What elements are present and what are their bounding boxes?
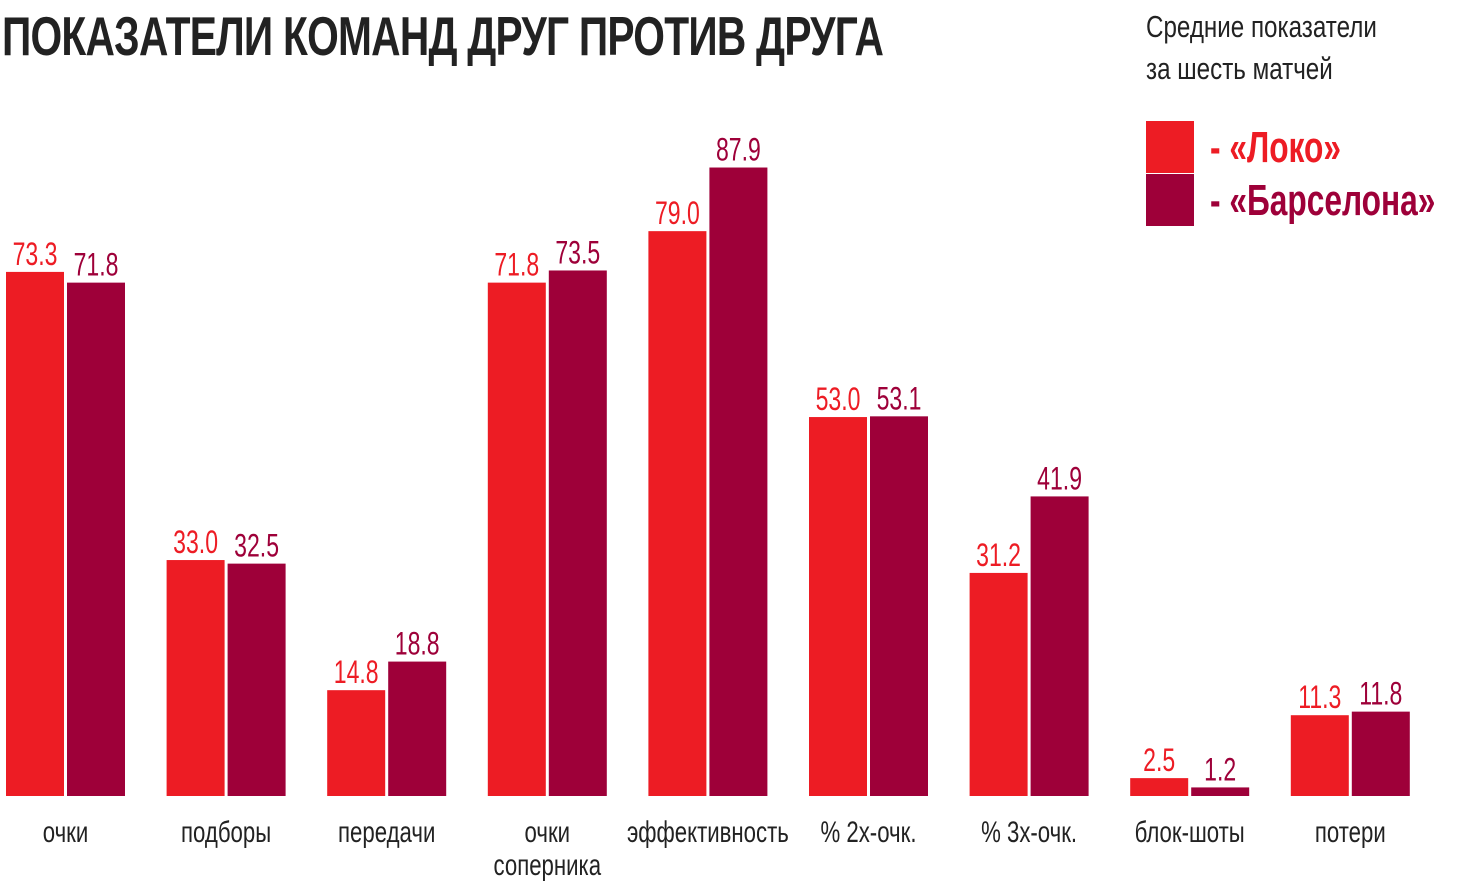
value-label-loko-2: 14.8 [334, 654, 379, 690]
value-label-barcelona-5: 53.1 [877, 381, 922, 417]
value-label-loko-8: 11.3 [1298, 680, 1341, 716]
value-label-loko-4: 79.0 [655, 195, 700, 231]
bar-loko-7 [1130, 778, 1189, 796]
value-label-barcelona-0: 71.8 [74, 247, 119, 283]
category-label-6: % 3х-очк. [981, 815, 1077, 849]
value-label-loko-6: 31.2 [976, 537, 1021, 573]
subtitle-line-1: Средние показатели [1146, 9, 1377, 44]
bar-barcelona-2 [388, 661, 447, 796]
chart-subtitle: Средние показатели за шесть матчей [1146, 6, 1377, 90]
value-label-barcelona-4: 87.9 [716, 132, 761, 168]
legend-label-loko: - «Локо» [1210, 123, 1341, 172]
legend-label-barcelona: - «Барселона» [1210, 176, 1436, 225]
value-label-barcelona-6: 41.9 [1037, 461, 1082, 497]
page-title: ПОКАЗАТЕЛИ КОМАНД ДРУГ ПРОТИВ ДРУГА [2, 5, 884, 67]
bar-barcelona-7 [1191, 787, 1250, 796]
bar-barcelona-5 [870, 416, 928, 796]
bar-loko-2 [327, 690, 386, 796]
bar-loko-1 [166, 560, 225, 796]
value-label-loko-1: 33.0 [173, 524, 218, 560]
subtitle-line-2: за шесть матчей [1146, 51, 1333, 86]
category-label-7: блок-шоты [1135, 815, 1245, 849]
bar-barcelona-6 [1030, 496, 1089, 796]
bar-loko-6 [969, 572, 1028, 796]
category-label-4: эффективность [627, 815, 789, 849]
value-label-barcelona-8: 11.8 [1359, 676, 1402, 712]
bar-loko-5 [809, 417, 867, 796]
value-label-barcelona-2: 18.8 [395, 626, 440, 662]
category-label-2: передачи [338, 815, 435, 849]
bar-loko-3 [487, 282, 546, 796]
value-label-loko-3: 71.8 [494, 247, 539, 283]
category-label-8: потери [1315, 815, 1386, 849]
bar-barcelona-3 [548, 270, 607, 797]
value-label-loko-0: 73.3 [13, 236, 58, 272]
legend-swatch-barcelona [1146, 174, 1194, 226]
bar-barcelona-1 [227, 563, 286, 796]
bar-barcelona-0 [67, 282, 125, 796]
value-label-loko-5: 53.0 [816, 381, 861, 417]
value-label-barcelona-7: 1.2 [1204, 752, 1236, 788]
value-label-barcelona-1: 32.5 [234, 528, 279, 564]
legend-swatch-loko [1146, 121, 1194, 173]
category-label-0: очки [43, 815, 89, 849]
bar-barcelona-4 [709, 167, 768, 796]
category-label-3-0: очки [525, 815, 571, 849]
category-label-3-1: соперника [494, 848, 602, 882]
bar-loko-4 [648, 231, 707, 796]
value-label-loko-7: 2.5 [1143, 742, 1175, 778]
category-label-5: % 2х-очк. [820, 815, 916, 849]
bar-loko-0 [6, 271, 64, 796]
bar-loko-8 [1290, 715, 1349, 796]
value-label-barcelona-3: 73.5 [555, 235, 600, 271]
bar-barcelona-8 [1351, 711, 1410, 796]
category-label-1: подборы [181, 815, 271, 849]
